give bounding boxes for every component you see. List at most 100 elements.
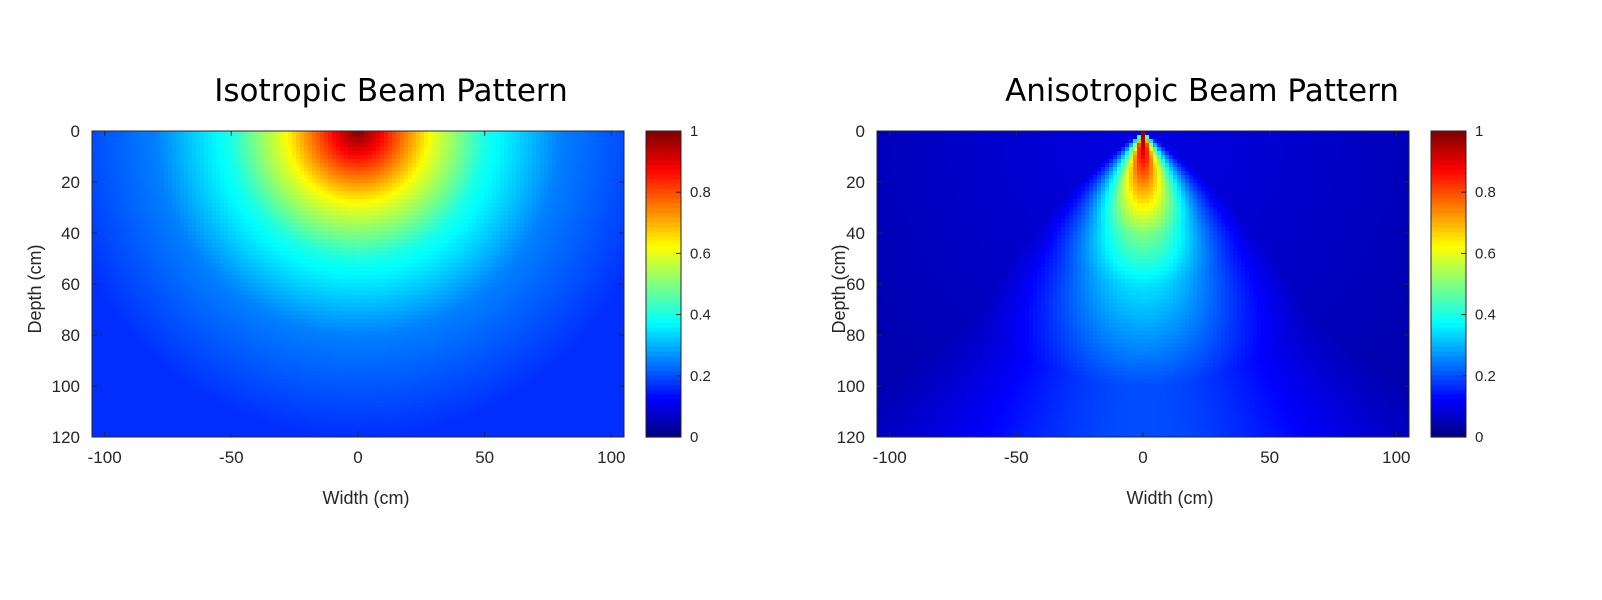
heatmap-cell: [180, 143, 185, 148]
heatmap-cell: [320, 247, 325, 252]
heatmap-cell: [592, 243, 597, 248]
heatmap-cell: [304, 167, 309, 172]
heatmap-cell: [292, 259, 297, 264]
heatmap-cell: [128, 183, 133, 188]
heatmap-cell: [128, 243, 133, 248]
heatmap-cell: [136, 195, 141, 200]
heatmap-cell: [264, 235, 269, 240]
heatmap-cell: [608, 163, 613, 168]
heatmap-cell: [256, 131, 261, 136]
heatmap-cell: [532, 227, 537, 232]
heatmap-cell: [416, 223, 421, 228]
heatmap-cell: [336, 179, 341, 184]
heatmap-cell: [220, 163, 225, 168]
heatmap-cell: [336, 135, 341, 140]
heatmap-cell: [376, 207, 381, 212]
heatmap-cell: [164, 247, 169, 252]
heatmap-cell: [416, 275, 421, 280]
heatmap-cell: [196, 143, 201, 148]
heatmap-cell: [276, 203, 281, 208]
heatmap-cell: [508, 275, 513, 280]
heatmap-cell: [192, 279, 197, 284]
heatmap-cell: [104, 231, 109, 236]
heatmap-cell: [296, 267, 301, 272]
heatmap-cell: [140, 163, 145, 168]
heatmap-cell: [468, 235, 473, 240]
heatmap-cell: [600, 231, 605, 236]
heatmap-cell: [592, 227, 597, 232]
heatmap-cell: [216, 251, 221, 256]
heatmap-cell: [208, 251, 213, 256]
heatmap-cell: [524, 231, 529, 236]
heatmap-cell: [500, 203, 505, 208]
heatmap-cell: [612, 163, 617, 168]
heatmap-cell: [356, 199, 361, 204]
heatmap-cell: [476, 199, 481, 204]
heatmap-cell: [552, 183, 557, 188]
heatmap-cell: [504, 211, 509, 216]
heatmap-cell: [308, 135, 313, 140]
heatmap-cell: [172, 271, 177, 276]
heatmap-cell: [140, 151, 145, 156]
heatmap-cell: [404, 199, 409, 204]
heatmap-cell: [356, 143, 361, 148]
heatmap-cell: [460, 187, 465, 192]
heatmap-cell: [160, 235, 165, 240]
heatmap-cell: [492, 155, 497, 160]
heatmap-cell: [440, 183, 445, 188]
heatmap-cell: [540, 247, 545, 252]
heatmap-cell: [260, 199, 265, 204]
heatmap-cell: [288, 235, 293, 240]
heatmap-cell: [416, 247, 421, 252]
heatmap-cell: [540, 175, 545, 180]
heatmap-cell: [280, 183, 285, 188]
heatmap-cell: [296, 179, 301, 184]
heatmap-cell: [464, 183, 469, 188]
heatmap-cell: [216, 235, 221, 240]
heatmap-cell: [616, 255, 621, 260]
heatmap-cell: [232, 279, 237, 284]
heatmap-cell: [100, 195, 105, 200]
heatmap-cell: [96, 247, 101, 252]
heatmap-cell: [552, 203, 557, 208]
heatmap-cell: [568, 275, 573, 280]
heatmap-cell: [516, 231, 521, 236]
heatmap-cell: [616, 171, 621, 176]
heatmap-cell: [356, 271, 361, 276]
heatmap-cell: [484, 187, 489, 192]
heatmap-cell: [340, 139, 345, 144]
heatmap-cell: [568, 227, 573, 232]
heatmap-cell: [584, 135, 589, 140]
heatmap-cell: [116, 139, 121, 144]
heatmap-cell: [428, 267, 433, 272]
heatmap-cell: [312, 219, 317, 224]
heatmap-cell: [140, 243, 145, 248]
heatmap-cell: [152, 151, 157, 156]
heatmap-cell: [228, 143, 233, 148]
heatmap-cell: [492, 247, 497, 252]
heatmap-cell: [560, 187, 565, 192]
heatmap-cell: [408, 151, 413, 156]
heatmap-cell: [544, 271, 549, 276]
heatmap-cell: [132, 155, 137, 160]
heatmap-cell: [460, 231, 465, 236]
heatmap-cell: [260, 239, 265, 244]
heatmap-cell: [604, 247, 609, 252]
heatmap-cell: [532, 187, 537, 192]
heatmap-cell: [476, 263, 481, 268]
heatmap-cell: [532, 199, 537, 204]
heatmap-cell: [336, 195, 341, 200]
heatmap-cell: [564, 203, 569, 208]
heatmap-cell: [552, 199, 557, 204]
heatmap-cell: [396, 183, 401, 188]
heatmap-cell: [96, 235, 101, 240]
heatmap-cell: [128, 235, 133, 240]
heatmap-cell: [212, 187, 217, 192]
heatmap-cell: [552, 131, 557, 136]
heatmap-cell: [312, 235, 317, 240]
heatmap-cell: [148, 275, 153, 280]
heatmap-cell: [104, 187, 109, 192]
heatmap-cell: [264, 195, 269, 200]
heatmap-cell: [424, 163, 429, 168]
heatmap-cell: [568, 243, 573, 248]
